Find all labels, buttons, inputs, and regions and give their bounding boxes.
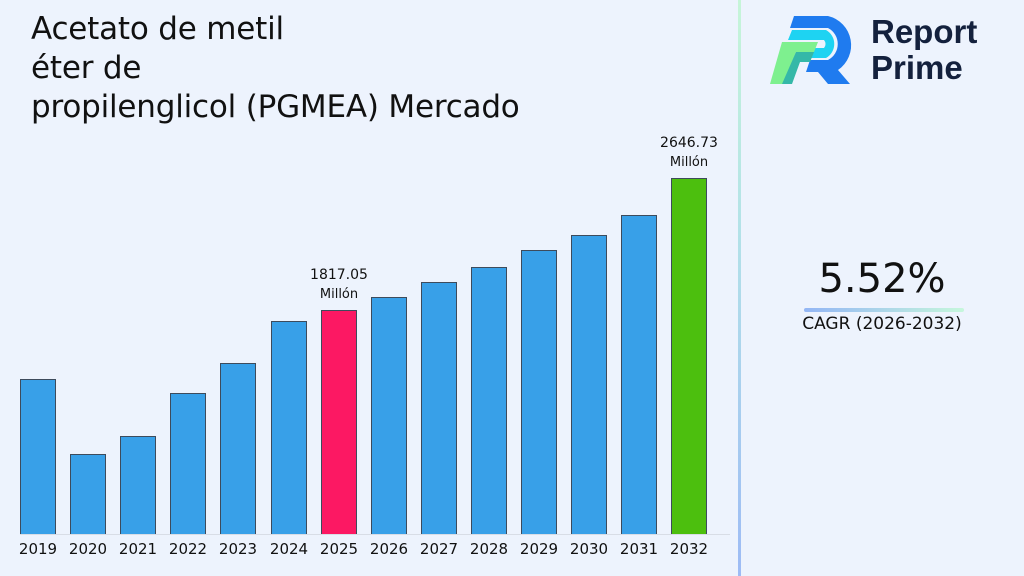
cagr-underline: [804, 308, 964, 312]
bar-2025: [321, 310, 357, 534]
cagr-label: CAGR (2026-2032): [802, 314, 962, 334]
bar-chart: 2019 2020 2021 2022 2023 2024 2025 1817.05 Milló…: [14, 135, 730, 560]
bar-2026: [371, 297, 407, 534]
x-tick-label: 2026: [369, 540, 409, 558]
brand-line-1: Report: [871, 13, 978, 50]
x-tick-label: 2028: [469, 540, 509, 558]
report-prime-logo-icon: [770, 16, 852, 84]
bar-2027: [421, 282, 457, 534]
bar-2024: [271, 321, 307, 534]
x-tick-label: 2020: [68, 540, 108, 558]
bar-2030: [571, 235, 607, 534]
bar-2032: [671, 178, 707, 534]
brand-line-2: Prime: [871, 49, 963, 86]
brand-name: Report Prime: [871, 14, 977, 86]
x-tick-label: 2029: [519, 540, 559, 558]
x-tick-label: 2025: [319, 540, 359, 558]
bar-value-label: 2646.73 Millón: [660, 135, 718, 170]
page-title: Acetato de metil éter de propilenglicol …: [31, 11, 520, 125]
bar-2019: [20, 379, 56, 534]
bar-2031: [621, 215, 657, 534]
bar-2029: [521, 250, 557, 534]
x-tick-label: 2030: [569, 540, 609, 558]
x-tick-label: 2024: [269, 540, 309, 558]
x-tick-label: 2021: [118, 540, 158, 558]
x-axis-baseline: [20, 534, 730, 535]
x-tick-label: 2031: [619, 540, 659, 558]
x-tick-label: 2027: [419, 540, 459, 558]
bar-2022: [170, 393, 206, 534]
x-tick-label: 2023: [218, 540, 258, 558]
bar-value-label: 1817.05 Millón: [310, 267, 368, 302]
x-tick-label: 2019: [18, 540, 58, 558]
bar-2021: [120, 436, 156, 534]
bar-2023: [220, 363, 256, 534]
cagr-value: 5.52%: [818, 256, 946, 302]
x-tick-label: 2022: [168, 540, 208, 558]
bar-2028: [471, 267, 507, 534]
x-tick-label: 2032: [669, 540, 709, 558]
bar-2020: [70, 454, 106, 534]
divider: [738, 0, 741, 576]
